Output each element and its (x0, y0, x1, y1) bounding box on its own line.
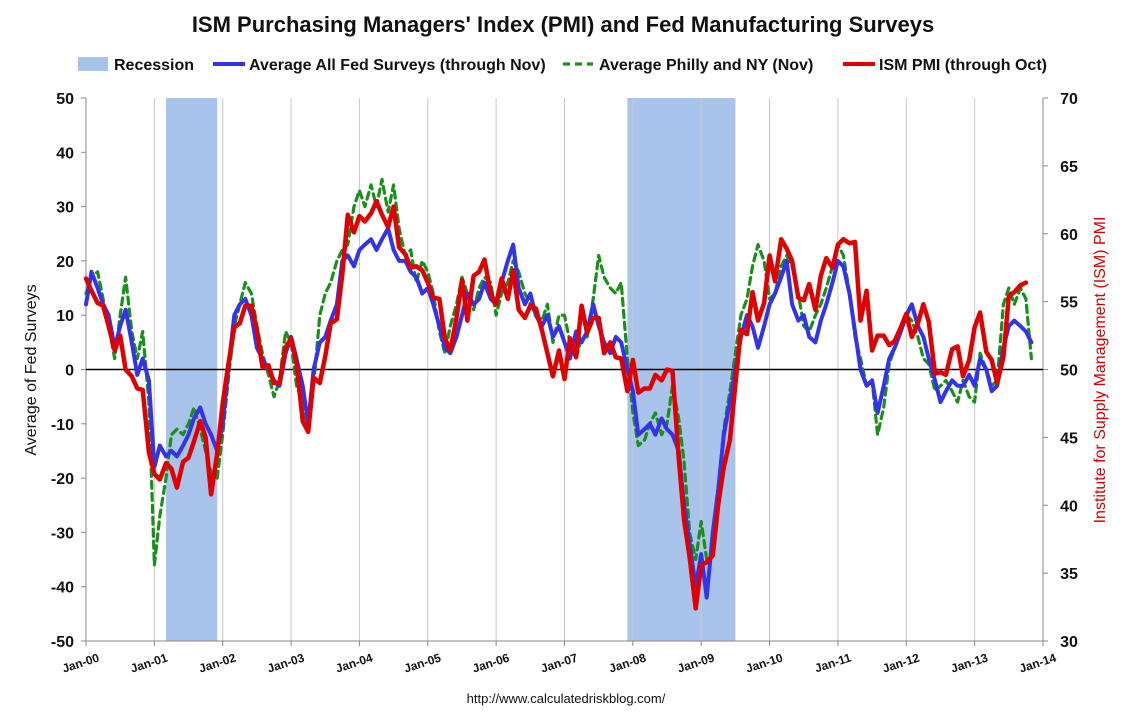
legend-label: ISM PMI (through Oct) (879, 57, 1047, 74)
chart-title: ISM Purchasing Managers' Index (PMI) and… (192, 12, 934, 37)
y-axis-label: Average of Fed Surveys (23, 284, 40, 455)
x-tick-label: Jan-05 (402, 650, 443, 675)
x-tick-label: Jan-01 (129, 650, 170, 675)
series (83, 177, 1034, 611)
series-line (83, 198, 1029, 611)
x-tick-label: Jan-14 (1017, 650, 1058, 675)
x-tick-label: Jan-09 (676, 650, 717, 675)
y-tick-label: -40 (51, 580, 74, 597)
x-tick-label: Jan-13 (949, 650, 990, 675)
x-tick-label: Jan-10 (744, 650, 785, 675)
y-tick-label: 10 (56, 308, 74, 325)
y-tick-label: 50 (56, 91, 74, 108)
legend-label: Recession (114, 57, 194, 74)
y-tick-label: -10 (51, 417, 74, 434)
x-tick-label: Jan-11 (813, 650, 853, 675)
y2-tick-label: 60 (1060, 227, 1078, 244)
legend: Recession Average All Fed Surveys (throug… (78, 57, 1047, 74)
legend-label: Average Philly and NY (Nov) (599, 57, 813, 74)
y2-tick-label: 55 (1060, 295, 1078, 312)
y-tick-label: -50 (51, 634, 74, 651)
legend-label: Average All Fed Surveys (through Nov) (249, 57, 546, 74)
y-tick-label: 40 (56, 145, 74, 162)
x-tick-label: Jan-03 (266, 650, 307, 675)
y2-tick-label: 40 (1060, 498, 1078, 515)
series-line (84, 226, 1034, 600)
y2-tick-label: 30 (1060, 634, 1078, 651)
legend-swatch (78, 57, 108, 71)
y2-tick-label: 70 (1060, 91, 1078, 108)
x-tick-label: Jan-00 (60, 650, 101, 675)
x-tick-label: Jan-04 (334, 650, 375, 675)
y2-tick-label: 45 (1060, 430, 1078, 447)
y-tick-label: -20 (51, 471, 74, 488)
y2-tick-label: 50 (1060, 363, 1078, 380)
y2-tick-label: 65 (1060, 159, 1078, 176)
y2-axis-label: Institute for Supply Management (ISM) PM… (1092, 217, 1109, 524)
y2-tick-label: 35 (1060, 566, 1078, 583)
y-tick-label: 30 (56, 200, 74, 217)
source-url: http://www.calculatedriskblog.com/ (467, 691, 666, 706)
y-tick-label: 20 (56, 254, 74, 271)
x-tick-label: Jan-08 (607, 650, 648, 675)
x-tick-label: Jan-06 (471, 650, 512, 675)
x-tick-label: Jan-02 (197, 650, 238, 675)
y-tick-label: -30 (51, 525, 74, 542)
x-tick-label: Jan-12 (881, 650, 922, 675)
y-tick-label: 0 (65, 363, 74, 380)
x-tick-label: Jan-07 (539, 650, 580, 675)
